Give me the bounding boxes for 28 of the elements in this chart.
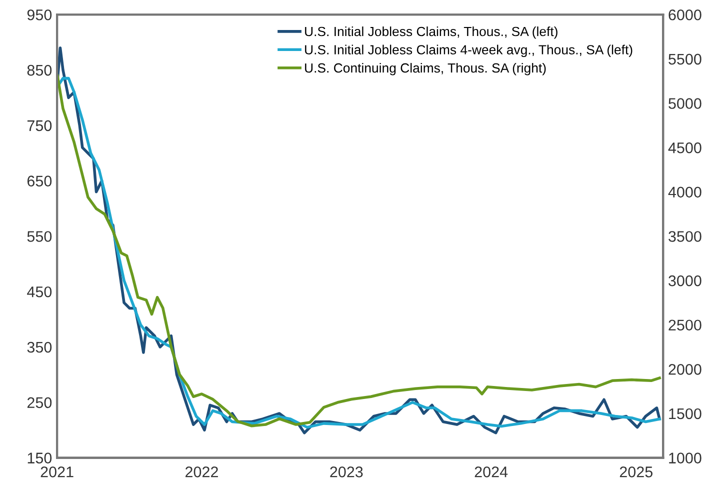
y-tick-label: 350 xyxy=(27,342,52,353)
legend-label: U.S. Continuing Claims, Thous. SA (right) xyxy=(305,62,546,76)
legend-label: U.S. Initial Jobless Claims, Thous., SA (left) xyxy=(305,26,558,39)
x-tick-label: 2021 xyxy=(40,466,74,478)
y-tick-label: 550 xyxy=(27,231,52,242)
x-tick-label: 2023 xyxy=(330,466,363,478)
y2-tick-label: 5500 xyxy=(668,54,702,65)
y-tick-label: 250 xyxy=(27,397,52,408)
x-tick-label: 2022 xyxy=(185,466,218,478)
y2-tick-label: 1500 xyxy=(669,408,702,420)
y2-tick-label: 4500 xyxy=(668,142,702,154)
x-tick-label: 2024 xyxy=(474,466,508,478)
y2-tick-label: 5000 xyxy=(668,98,702,109)
legend-label: U.S. Initial Jobless Claims 4-week avg., Thous., SA (left) xyxy=(305,44,632,58)
y-tick-label: 950 xyxy=(27,9,52,20)
y2-tick-label: 3500 xyxy=(668,231,702,242)
y2-tick-label: 2500 xyxy=(668,320,702,331)
y-tick-label: 750 xyxy=(27,120,52,132)
y2-tick-label: 6000 xyxy=(668,9,702,20)
y-tick-label: 850 xyxy=(27,64,52,76)
x-tick-label: 2025 xyxy=(620,466,652,478)
y-tick-label: 650 xyxy=(27,176,52,186)
y2-tick-label: 3000 xyxy=(668,275,702,286)
y2-tick-label: 4000 xyxy=(668,186,702,198)
y2-tick-label: 1000 xyxy=(669,452,702,464)
y2-tick-label: 2000 xyxy=(668,364,702,375)
y-tick-label: 150 xyxy=(28,452,52,464)
y-tick-label: 450 xyxy=(27,286,52,298)
